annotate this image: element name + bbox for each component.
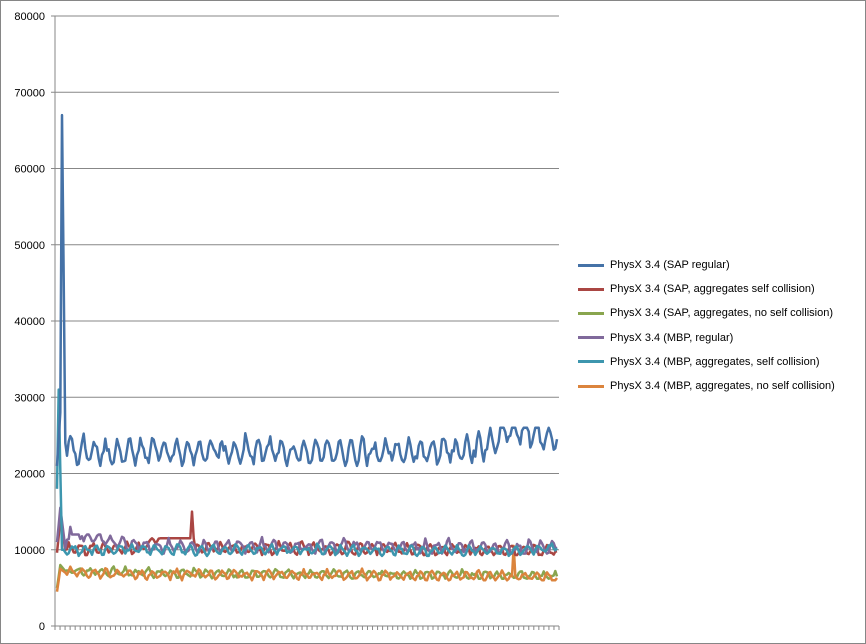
legend-swatch [578, 360, 604, 364]
legend-label: PhysX 3.4 (MBP, regular) [610, 331, 734, 344]
legend-item: PhysX 3.4 (MBP, aggregates, no self coll… [578, 374, 863, 398]
legend: PhysX 3.4 (SAP regular) PhysX 3.4 (SAP, a… [578, 253, 863, 398]
legend-item: PhysX 3.4 (SAP, aggregates, no self coll… [578, 301, 863, 325]
legend-label: PhysX 3.4 (SAP regular) [610, 259, 730, 272]
legend-label: PhysX 3.4 (MBP, aggregates, no self coll… [610, 380, 835, 393]
y-tick-label: 20000 [14, 469, 45, 481]
y-axis-tick-labels: 0 10000 20000 30000 40000 50000 60000 70000 8000… [14, 11, 45, 633]
legend-label: PhysX 3.4 (SAP, aggregates self collisio… [610, 283, 815, 296]
legend-label: PhysX 3.4 (SAP, aggregates, no self coll… [610, 307, 833, 320]
gridlines [55, 15, 559, 551]
legend-item: PhysX 3.4 (SAP, aggregates self collisio… [578, 277, 863, 301]
series-line [55, 388, 558, 558]
legend-item: PhysX 3.4 (MBP, aggregates, self collisi… [578, 350, 863, 374]
legend-swatch [578, 311, 604, 315]
y-tick-label: 80000 [14, 11, 45, 23]
y-tick-label: 60000 [14, 164, 45, 176]
y-tick-label: 40000 [14, 316, 45, 328]
y-tick-label: 70000 [14, 87, 45, 99]
legend-swatch [578, 384, 604, 388]
series-lines [55, 113, 559, 592]
y-tick-label: 50000 [14, 240, 45, 252]
x-axis-ticks [54, 626, 560, 630]
y-tick-label: 0 [39, 621, 45, 633]
legend-swatch [578, 263, 604, 267]
series-line [55, 113, 559, 468]
series-line [55, 506, 558, 555]
legend-item: PhysX 3.4 (SAP regular) [578, 253, 863, 277]
legend-label: PhysX 3.4 (MBP, aggregates, self collisi… [610, 355, 820, 368]
series-line [55, 544, 559, 592]
legend-item: PhysX 3.4 (MBP, regular) [578, 326, 863, 350]
y-tick-label: 30000 [14, 392, 45, 404]
legend-swatch [578, 287, 604, 291]
legend-swatch [578, 336, 604, 340]
y-tick-label: 10000 [14, 545, 45, 557]
